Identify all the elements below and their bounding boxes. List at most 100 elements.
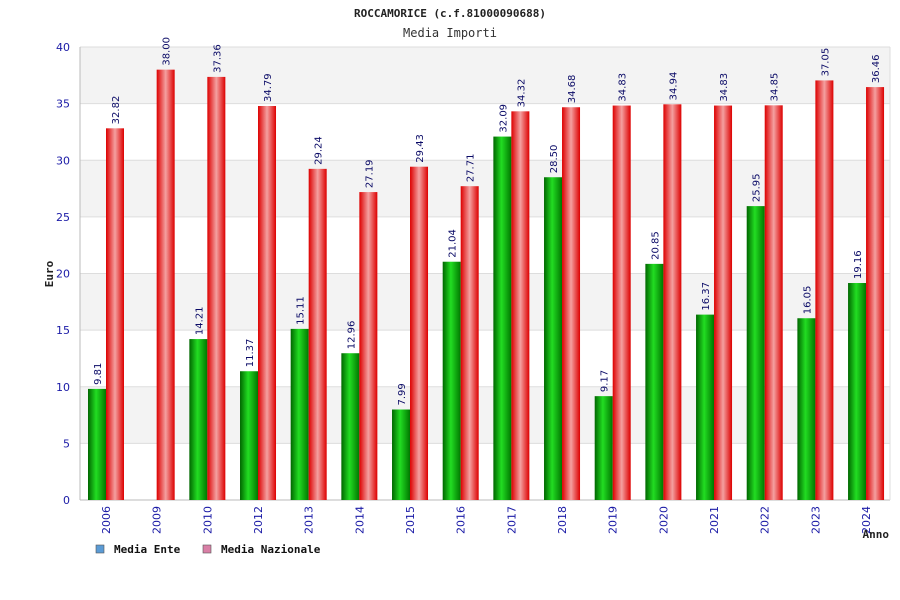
legend-label-media-nazionale: Media Nazionale bbox=[221, 543, 321, 556]
x-tick-label: 2010 bbox=[201, 506, 214, 534]
y-tick-label: 25 bbox=[56, 211, 70, 224]
bar-media-ente-2017 bbox=[493, 136, 512, 500]
y-tick-label: 40 bbox=[56, 41, 70, 54]
bar-media-ente-2010 bbox=[189, 339, 208, 500]
plot-band bbox=[80, 47, 890, 104]
chart-title: ROCCAMORICE (c.f.81000090688) bbox=[354, 7, 546, 20]
x-tick-label: 2015 bbox=[404, 506, 417, 534]
bars bbox=[88, 69, 885, 501]
bar-media-nazionale-2015 bbox=[410, 166, 429, 500]
bar-media-nazionale-2023 bbox=[815, 80, 834, 500]
x-tick-label: 2021 bbox=[708, 506, 721, 534]
value-label: 9.81 bbox=[93, 363, 104, 385]
value-labels: 9.81 32.82 38.00 14.21 37.36 11.37 34.79 15.11 2… bbox=[93, 37, 882, 406]
value-label: 27.71 bbox=[466, 154, 477, 183]
x-tick-label: 2020 bbox=[657, 506, 670, 534]
bar-media-nazionale-2010 bbox=[207, 76, 226, 500]
bar-media-nazionale-2012 bbox=[258, 106, 277, 501]
x-tick-label: 2009 bbox=[151, 506, 164, 534]
bar-media-ente-2012 bbox=[240, 371, 259, 500]
value-label: 34.68 bbox=[567, 75, 578, 104]
bar-media-ente-2023 bbox=[797, 318, 816, 500]
value-label: 34.79 bbox=[263, 73, 274, 102]
y-tick-label: 10 bbox=[56, 381, 70, 394]
x-tick-label: 2022 bbox=[759, 506, 772, 534]
y-tick-label: 0 bbox=[63, 494, 70, 507]
legend: Media Ente Media Nazionale bbox=[95, 543, 321, 556]
bar-media-ente-2018 bbox=[544, 177, 563, 501]
value-label: 37.36 bbox=[212, 44, 223, 73]
value-label: 27.19 bbox=[364, 159, 375, 188]
bar-media-nazionale-2014 bbox=[359, 192, 378, 501]
value-label: 15.11 bbox=[296, 296, 307, 325]
bar-media-ente-2020 bbox=[645, 263, 664, 500]
value-label: 14.21 bbox=[194, 306, 205, 335]
bar-media-ente-2006 bbox=[88, 388, 106, 500]
x-tick-label: 2023 bbox=[809, 506, 822, 534]
value-label: 11.37 bbox=[245, 339, 256, 368]
y-axis-ticks: 0 5 10 15 20 25 30 35 40 bbox=[56, 41, 70, 507]
bar-media-nazionale-2021 bbox=[714, 105, 733, 501]
value-label: 34.83 bbox=[618, 73, 629, 102]
x-tick-label: 2017 bbox=[505, 506, 518, 534]
bar-media-ente-2016 bbox=[442, 261, 461, 500]
value-label: 36.46 bbox=[871, 54, 882, 83]
bar-media-nazionale-2020 bbox=[663, 104, 682, 500]
x-tick-label: 2024 bbox=[860, 506, 873, 534]
value-label: 34.32 bbox=[516, 79, 527, 108]
chart-subtitle: Media Importi bbox=[403, 26, 497, 40]
legend-swatch-media-nazionale bbox=[202, 544, 212, 554]
x-tick-label: 2013 bbox=[303, 506, 316, 534]
value-label: 25.95 bbox=[752, 173, 763, 202]
bar-media-ente-2021 bbox=[696, 314, 715, 500]
bar-media-ente-2022 bbox=[746, 206, 765, 500]
bar-media-nazionale-2018 bbox=[562, 107, 581, 501]
value-label: 29.24 bbox=[314, 136, 325, 165]
bar-media-ente-2014 bbox=[341, 353, 360, 500]
y-tick-label: 20 bbox=[56, 268, 70, 281]
y-tick-label: 30 bbox=[56, 154, 70, 167]
value-label: 37.05 bbox=[820, 48, 831, 77]
bar-media-nazionale-2013 bbox=[308, 168, 327, 500]
x-tick-label: 2006 bbox=[100, 506, 113, 534]
x-axis-ticks: 2006 2009 2010 2012 2013 2014 2015 2016 2017 2018… bbox=[100, 506, 873, 534]
x-tick-label: 2014 bbox=[353, 506, 366, 534]
value-label: 28.50 bbox=[549, 145, 560, 174]
value-label: 7.99 bbox=[397, 383, 408, 405]
bar-media-ente-2019 bbox=[594, 396, 613, 500]
x-tick-label: 2019 bbox=[607, 506, 620, 534]
bar-media-nazionale-2006 bbox=[106, 128, 124, 500]
bar-media-ente-2024 bbox=[848, 283, 867, 500]
value-label: 21.04 bbox=[448, 229, 459, 258]
bar-media-nazionale-2024 bbox=[866, 87, 885, 500]
x-tick-label: 2012 bbox=[252, 506, 265, 534]
bar-media-nazionale-2022 bbox=[764, 105, 783, 500]
value-label: 16.05 bbox=[802, 286, 813, 315]
value-label: 19.16 bbox=[853, 250, 864, 279]
legend-swatch-media-ente bbox=[95, 544, 105, 554]
value-label: 38.00 bbox=[162, 37, 173, 66]
y-tick-label: 35 bbox=[56, 98, 70, 111]
value-label: 29.43 bbox=[415, 134, 426, 163]
legend-label-media-ente: Media Ente bbox=[114, 543, 181, 556]
value-label: 34.85 bbox=[770, 73, 781, 102]
bar-media-nazionale-2017 bbox=[511, 111, 530, 501]
y-tick-label: 15 bbox=[56, 324, 70, 337]
bar-media-nazionale-2016 bbox=[460, 186, 479, 500]
value-label: 34.83 bbox=[719, 73, 730, 102]
value-label: 9.17 bbox=[600, 370, 611, 392]
x-tick-label: 2016 bbox=[455, 506, 468, 534]
value-label: 12.96 bbox=[346, 321, 357, 350]
y-axis-label: Euro bbox=[43, 260, 56, 287]
bar-media-ente-2015 bbox=[392, 409, 411, 500]
value-label: 32.09 bbox=[498, 104, 509, 133]
value-label: 32.82 bbox=[111, 96, 122, 125]
y-tick-label: 5 bbox=[63, 437, 70, 450]
value-label: 16.37 bbox=[701, 282, 712, 311]
value-label: 34.94 bbox=[668, 72, 679, 101]
x-tick-label: 2018 bbox=[556, 506, 569, 534]
bar-media-ente-2013 bbox=[290, 328, 309, 500]
value-label: 20.85 bbox=[650, 231, 661, 260]
bar-media-nazionale-2019 bbox=[612, 105, 631, 501]
